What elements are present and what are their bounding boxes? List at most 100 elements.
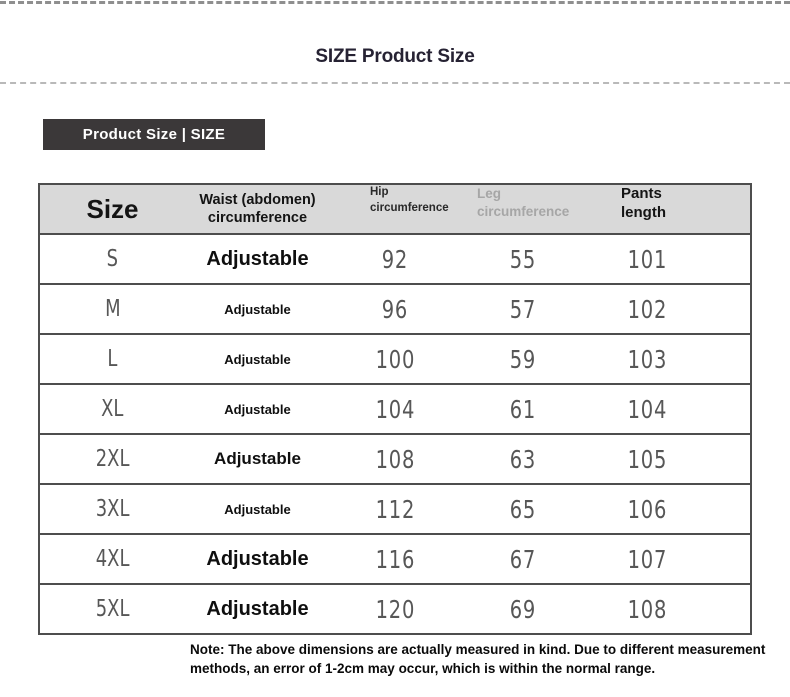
header-pants-line2: length	[621, 203, 666, 221]
header-hip-line1: Hip	[370, 186, 389, 198]
leg-value: 67	[509, 544, 536, 574]
leg-value: 65	[509, 494, 536, 524]
pants-cell: 101	[585, 235, 750, 283]
leg-value: 61	[509, 394, 536, 424]
size-value: S	[106, 246, 119, 272]
waist-value: Adjustable	[224, 401, 291, 417]
header-leg: Leg circumference	[460, 185, 585, 233]
header-size: Size	[40, 185, 185, 233]
size-cell: S	[40, 235, 185, 283]
waist-value: Adjustable	[206, 597, 309, 620]
pants-value: 106	[627, 494, 668, 524]
waist-cell: Adjustable	[185, 485, 330, 533]
size-cell: 4XL	[40, 535, 185, 583]
waist-cell: Adjustable	[185, 435, 330, 483]
waist-value: Adjustable	[224, 301, 291, 317]
leg-value: 57	[509, 294, 536, 324]
size-cell: 3XL	[40, 485, 185, 533]
hip-value: 104	[375, 394, 415, 424]
pants-cell: 104	[585, 385, 750, 433]
header-leg-line1: Leg	[477, 186, 502, 201]
page-title: SIZE Product Size	[315, 46, 475, 67]
hip-value: 100	[375, 344, 415, 374]
size-cell: M	[40, 285, 185, 333]
measurement-note-line1: Note: The above dimensions are actually …	[190, 642, 766, 657]
hip-cell: 116	[330, 535, 460, 583]
header-hip-line2: circumference	[370, 201, 449, 214]
size-cell: 5XL	[40, 585, 185, 633]
pants-value: 108	[627, 594, 668, 624]
leg-cell: 61	[460, 385, 585, 433]
table-row: 5XL Adjustable 120 69 108	[40, 585, 750, 633]
hip-cell: 108	[330, 435, 460, 483]
pants-cell: 107	[585, 535, 750, 583]
table-row: S Adjustable 92 55 101	[40, 235, 750, 285]
leg-value: 63	[509, 444, 536, 474]
top-dashed-line	[0, 1, 790, 4]
size-table: Size Waist (abdomen) circumference Hip c…	[38, 183, 752, 635]
hip-value: 96	[381, 294, 409, 324]
header-waist: Waist (abdomen) circumference	[185, 185, 330, 233]
pants-value: 101	[627, 244, 668, 274]
header-hip: Hip circumference	[330, 185, 460, 233]
size-value: 5XL	[95, 596, 130, 622]
header-pants: Pants length	[585, 185, 750, 233]
size-value: 3XL	[95, 496, 130, 522]
leg-cell: 57	[460, 285, 585, 333]
pants-value: 103	[627, 344, 668, 374]
pants-cell: 105	[585, 435, 750, 483]
hip-cell: 120	[330, 585, 460, 633]
hip-cell: 100	[330, 335, 460, 383]
size-cell: XL	[40, 385, 185, 433]
waist-value: Adjustable	[224, 351, 291, 367]
leg-value: 69	[509, 594, 536, 624]
waist-cell: Adjustable	[185, 535, 330, 583]
pants-value: 105	[627, 444, 668, 474]
dashed-divider	[0, 82, 790, 84]
table-row: 2XL Adjustable 108 63 105	[40, 435, 750, 485]
hip-value: 112	[375, 494, 415, 524]
hip-cell: 112	[330, 485, 460, 533]
pants-cell: 102	[585, 285, 750, 333]
hip-cell: 104	[330, 385, 460, 433]
waist-value: Adjustable	[214, 449, 301, 468]
waist-cell: Adjustable	[185, 585, 330, 633]
pants-value: 102	[627, 294, 668, 324]
waist-value: Adjustable	[206, 547, 309, 570]
table-row: 4XL Adjustable 116 67 107	[40, 535, 750, 585]
section-banner: Product Size | SIZE	[43, 119, 265, 150]
pants-cell: 103	[585, 335, 750, 383]
waist-value: Adjustable	[224, 501, 291, 517]
waist-value: Adjustable	[206, 247, 309, 270]
header-pants-line1: Pants	[621, 185, 662, 202]
size-value: 4XL	[95, 546, 130, 572]
size-value: M	[104, 296, 121, 322]
leg-cell: 55	[460, 235, 585, 283]
table-row: 3XL Adjustable 112 65 106	[40, 485, 750, 535]
size-value: XL	[101, 396, 124, 422]
hip-value: 92	[381, 244, 409, 274]
leg-value: 59	[509, 344, 536, 374]
header-waist-line2: circumference	[207, 210, 308, 226]
table-row: L Adjustable 100 59 103	[40, 335, 750, 385]
header-leg-line2: circumference	[477, 203, 570, 219]
waist-cell: Adjustable	[185, 285, 330, 333]
leg-cell: 59	[460, 335, 585, 383]
size-table-header: Size Waist (abdomen) circumference Hip c…	[40, 185, 750, 235]
header-waist-line1: Waist (abdomen)	[199, 191, 316, 208]
pants-value: 104	[627, 394, 668, 424]
size-value: L	[107, 346, 118, 372]
hip-value: 120	[375, 594, 415, 624]
hip-value: 108	[375, 444, 415, 474]
leg-cell: 69	[460, 585, 585, 633]
size-cell: 2XL	[40, 435, 185, 483]
section-banner-label: Product Size | SIZE	[82, 126, 226, 143]
hip-value: 116	[375, 544, 415, 574]
header-size-label: Size	[86, 193, 139, 224]
waist-cell: Adjustable	[185, 335, 330, 383]
measurement-note-line2: methods, an error of 1-2cm may occur, wh…	[190, 661, 656, 676]
hip-cell: 96	[330, 285, 460, 333]
table-row: XL Adjustable 104 61 104	[40, 385, 750, 435]
leg-cell: 67	[460, 535, 585, 583]
waist-cell: Adjustable	[185, 235, 330, 283]
